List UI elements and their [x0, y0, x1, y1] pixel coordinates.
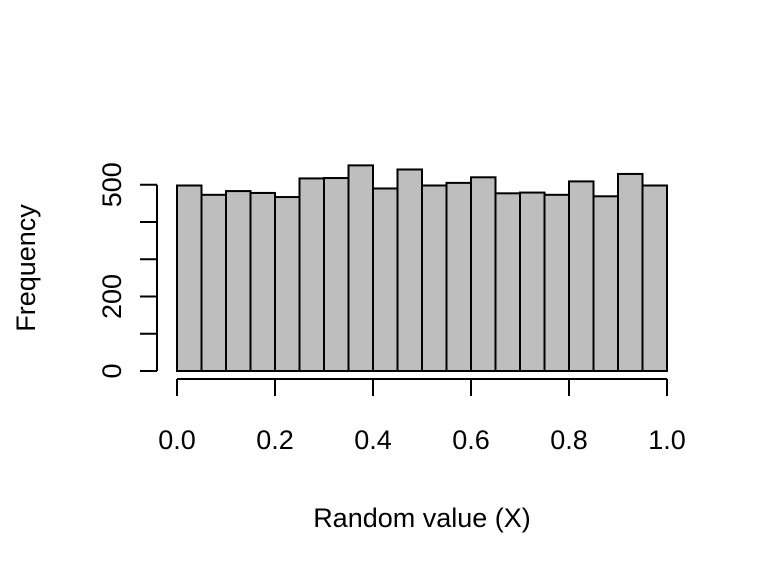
x-tick-label: 1.0 [648, 425, 686, 455]
x-tick-label: 0.6 [452, 425, 490, 455]
histogram-bar [200, 193, 227, 372]
histogram-bars [176, 164, 668, 372]
x-tick-label: 0.8 [550, 425, 588, 455]
histogram-bar [249, 191, 276, 372]
histogram-bar [617, 172, 644, 372]
y-tick-label: 500 [97, 162, 127, 207]
x-tick-label: 0.2 [256, 425, 294, 455]
histogram-bar [347, 164, 374, 372]
x-axis-label: Random value (X) [313, 503, 531, 533]
histogram-bar [421, 184, 448, 372]
y-axis: 0 200 500 [97, 162, 158, 379]
y-tick-label: 200 [97, 274, 127, 319]
histogram-bar [225, 190, 252, 372]
histogram-bar [372, 187, 399, 372]
histogram-bar [494, 192, 521, 372]
histogram-bar [274, 196, 301, 372]
histogram-bar [568, 180, 595, 372]
y-tick-label: 0 [97, 363, 127, 378]
histogram-bar [592, 195, 619, 372]
y-axis-label: Frequency [11, 204, 41, 332]
histogram-bar [519, 191, 546, 372]
histogram-bar [641, 184, 668, 372]
histogram-bar [323, 177, 350, 372]
histogram-bar [543, 193, 570, 372]
x-axis: 0.0 0.2 0.4 0.6 0.8 1.0 [158, 378, 686, 455]
histogram-bar [470, 176, 497, 372]
x-tick-label: 0.0 [158, 425, 196, 455]
histogram-bar [176, 184, 203, 372]
histogram-bar [298, 177, 325, 372]
histogram-bar [445, 181, 472, 372]
x-tick-label: 0.4 [354, 425, 392, 455]
histogram-bar [396, 168, 423, 372]
